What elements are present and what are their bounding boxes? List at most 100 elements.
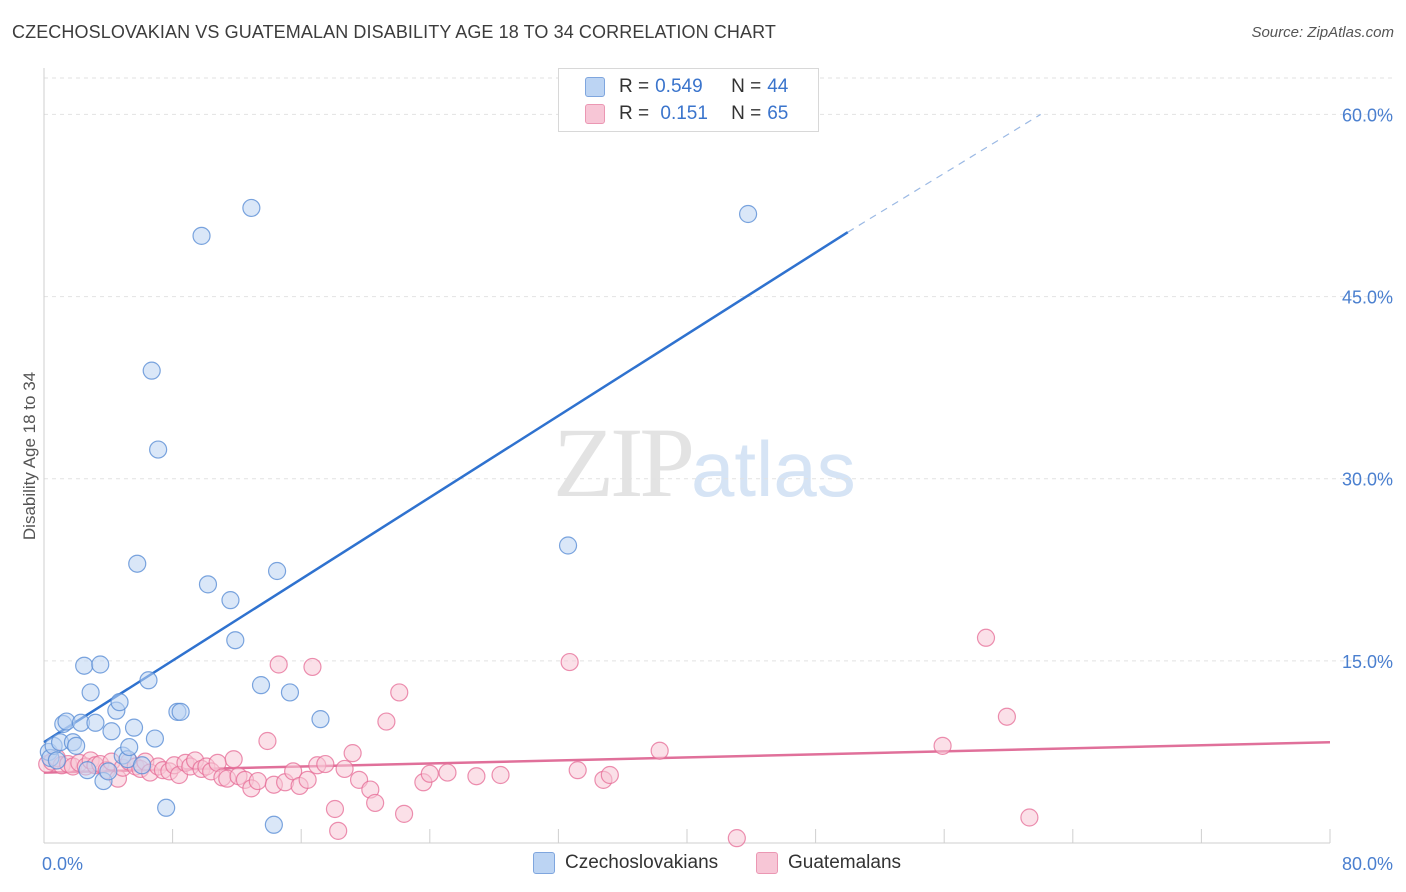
trend-lines — [43, 113, 1331, 774]
guatemalans-point — [727, 829, 746, 848]
czechoslovakians-points — [39, 198, 758, 834]
czechoslovakians-point — [124, 718, 144, 737]
czechoslovakians-point — [149, 440, 168, 459]
czechoslovakians-point — [251, 676, 271, 695]
czechoslovakians-point — [120, 737, 139, 757]
czechoslovakians-point — [192, 226, 211, 245]
czechoslovakians-point — [267, 561, 287, 581]
czechoslovakians-point — [47, 751, 66, 770]
czechoslovakians-point — [102, 722, 121, 741]
guatemalans-point — [258, 731, 277, 751]
watermark-atlas: atlas — [691, 425, 856, 513]
bottom-legend-guatemalans: Guatemalans — [756, 852, 901, 874]
guatemalans-point — [269, 655, 288, 674]
czechoslovakians-point — [132, 756, 152, 775]
czechoslovakians-point — [226, 631, 245, 650]
legend-r-value: 0.151 — [655, 103, 708, 124]
guatemalans-point — [325, 799, 345, 819]
guatemalans-point — [933, 736, 952, 755]
watermark: ZIPatlas — [553, 405, 856, 520]
guatemalans-point — [335, 759, 354, 779]
y-axis-label: Disability Age 18 to 34 — [20, 372, 39, 540]
chart-title: CZECHOSLOVAKIAN VS GUATEMALAN DISABILITY… — [12, 22, 776, 42]
bottom-legend-czechoslovakians: Czechoslovakians — [533, 852, 718, 874]
guatemalans-point — [467, 767, 486, 786]
guatemalans-point — [303, 657, 322, 677]
guatemalans-point — [224, 750, 243, 769]
czechoslovakians-point — [86, 713, 105, 732]
guatemalans-point — [316, 754, 335, 774]
legend-n-value: 65 — [767, 103, 789, 124]
legend-row-czechoslovakians: R = 0.549 N = 44 — [585, 75, 788, 99]
legend-r-value: 0.549 — [655, 76, 703, 97]
x-tick-label: 80.0% — [1342, 854, 1393, 874]
gridlines — [44, 77, 1395, 662]
x-tick-label: 0.0% — [42, 854, 83, 874]
czechoslovakians-point — [264, 815, 283, 834]
y-tick-label: 60.0% — [1342, 105, 1393, 125]
legend-r-label: R = — [619, 103, 650, 124]
czechoslovakians-point — [311, 710, 330, 729]
bottom-legend-swatch-blue — [533, 852, 555, 874]
y-tick-label: 45.0% — [1342, 288, 1393, 308]
guatemalans-point — [377, 712, 396, 731]
czechoslovakians-point — [78, 761, 97, 780]
czechoslovakians-trend-extension — [847, 113, 1041, 233]
guatemalans-point — [343, 744, 362, 763]
guatemalans-point — [248, 771, 267, 791]
guatemalans-point — [650, 741, 669, 760]
legend-n-label: N = — [731, 76, 762, 97]
source-label: Source: ZipAtlas.com — [1251, 24, 1394, 41]
guatemalans-point — [390, 683, 409, 702]
bottom-legend-swatch-pink — [756, 852, 778, 874]
czechoslovakians-point — [198, 575, 218, 594]
bottom-legend-label: Czechoslovakians — [565, 852, 719, 873]
guatemalans-point — [491, 765, 510, 785]
guatemalans-point — [366, 793, 385, 813]
guatemalans-point — [600, 765, 619, 785]
czechoslovakians-point — [75, 656, 94, 675]
guatemalans-points — [38, 628, 1039, 848]
guatemalans-point — [298, 770, 317, 789]
guatemalans-point — [560, 652, 579, 672]
czechoslovakians-point — [128, 554, 147, 573]
guatemalans-point — [438, 763, 457, 782]
guatemalans-trend-line — [43, 740, 1331, 774]
legend-n-label: N = — [731, 103, 762, 124]
guatemalans-point — [568, 761, 587, 780]
legend-row-guatemalans: R = 0.151 N = 65 — [585, 102, 788, 126]
czechoslovakians-point — [558, 536, 578, 555]
czechoslovakians-point — [110, 693, 129, 712]
czechoslovakians-point — [145, 729, 165, 748]
czechoslovakians-point — [67, 736, 86, 755]
czechoslovakians-point — [738, 204, 758, 224]
guatemalans-point — [976, 628, 996, 647]
czechoslovakians-point — [280, 683, 300, 702]
correlation-legend: R = 0.549 N = 44 R = 0.151 N = 65 — [558, 68, 819, 132]
guatemalans-point — [394, 804, 414, 823]
guatemalans-point — [329, 821, 348, 840]
bottom-legend-label: Guatemalans — [788, 852, 902, 873]
guatemalans-point — [1020, 808, 1039, 827]
czechoslovakians-point — [242, 198, 261, 218]
tick-labels: 15.0% 30.0% 45.0% 60.0% 0.0% 80.0% — [42, 105, 1393, 874]
czechoslovakians-point — [91, 655, 110, 674]
legend-r-label: R = — [619, 76, 650, 97]
czechoslovakians-trend-line — [43, 231, 849, 744]
czechoslovakians-point — [142, 361, 161, 380]
czechoslovakians-point — [139, 671, 158, 690]
axes — [43, 68, 1331, 844]
czechoslovakians-point — [81, 683, 100, 702]
watermark-zip: ZIP — [553, 407, 695, 518]
czechoslovakians-point — [157, 798, 176, 817]
guatemalans-point — [997, 707, 1016, 726]
legend-n-value: 44 — [767, 76, 789, 97]
czechoslovakians-point — [221, 591, 240, 610]
czechoslovakians-point — [99, 762, 118, 781]
y-tick-label: 15.0% — [1342, 652, 1393, 672]
legend-swatch-pink — [585, 104, 605, 124]
legend-swatch-blue — [585, 77, 605, 97]
czechoslovakians-point — [171, 702, 190, 721]
y-tick-label: 30.0% — [1342, 470, 1393, 490]
